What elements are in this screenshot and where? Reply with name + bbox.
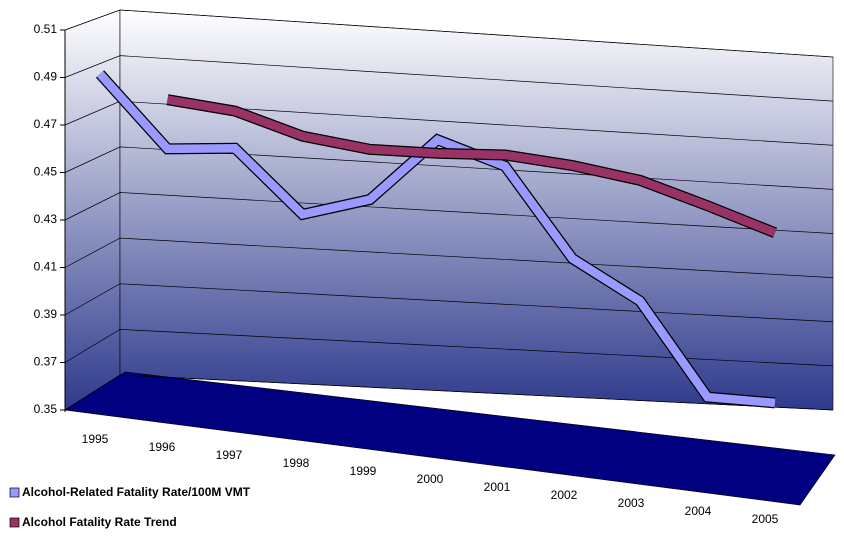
- x-tick-label: 2000: [417, 472, 444, 486]
- x-tick-label: 1996: [149, 440, 176, 454]
- series-line: [96, 71, 776, 408]
- y-tick-label: 0.39: [34, 307, 58, 321]
- y-tick-label: 0.47: [34, 117, 58, 131]
- grid-line: [64, 283, 834, 323]
- x-tick-label: 2002: [551, 488, 578, 502]
- x-tick-label: 1997: [216, 448, 243, 462]
- series-line: [166, 95, 777, 237]
- grid-line: [64, 374, 834, 411]
- grid-line: [64, 9, 834, 58]
- x-tick-label: 1998: [283, 456, 310, 470]
- y-tick-label: 0.35: [34, 402, 58, 416]
- grid-line: [64, 192, 834, 234]
- y-tick-label: 0.43: [34, 212, 58, 226]
- y-tick-label: 0.49: [34, 70, 58, 84]
- legend-label: Alcohol-Related Fatality Rate/100M VMT: [22, 485, 251, 499]
- legend-swatch: [9, 517, 20, 528]
- x-tick-label: 2001: [484, 480, 511, 494]
- y-tick-label: 0.37: [34, 355, 58, 369]
- y-tick-label: 0.41: [34, 260, 58, 274]
- side-wall: [64, 9, 121, 411]
- y-tick-label: 0.51: [34, 22, 58, 36]
- x-tick-label: 2003: [618, 496, 645, 510]
- x-tick-label: 2004: [685, 504, 712, 518]
- grid-line: [64, 55, 834, 102]
- grid-line: [64, 237, 834, 278]
- x-tick-label: 1995: [82, 432, 109, 446]
- y-tick-label: 0.45: [34, 165, 58, 179]
- legend-label: Alcohol Fatality Rate Trend: [22, 515, 177, 529]
- legend-swatch: [9, 487, 20, 498]
- grid-line: [64, 329, 834, 367]
- x-tick-label: 2005: [752, 512, 779, 526]
- x-tick-label: 1999: [350, 464, 377, 478]
